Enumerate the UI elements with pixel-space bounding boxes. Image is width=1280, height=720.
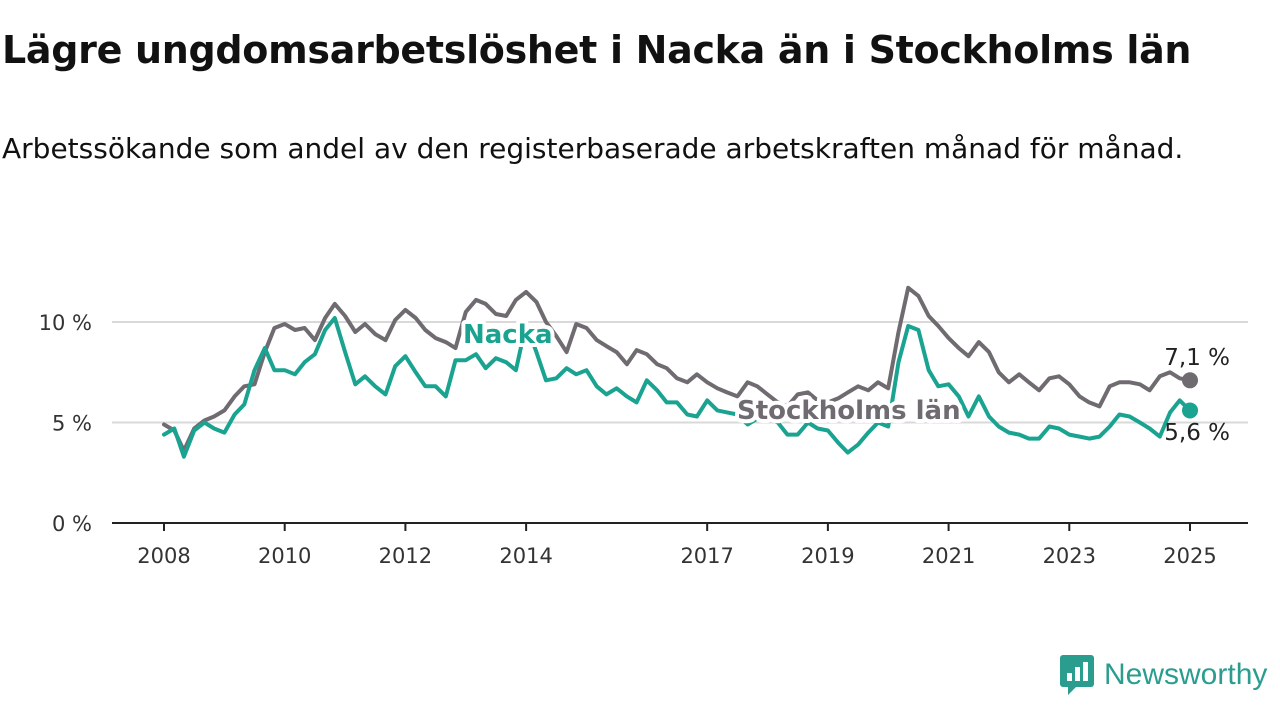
x-tick-label: 2025 — [1163, 544, 1216, 568]
x-tick-label: 2010 — [258, 544, 311, 568]
x-tick-label: 2021 — [922, 544, 975, 568]
series-end-point-stockholms-l-n — [1182, 372, 1198, 389]
y-tick-label: 10 % — [39, 311, 92, 335]
end-label-stockholms-lan: 7,1 % — [1164, 345, 1230, 371]
newsworthy-logo: Newsworthy — [1060, 655, 1267, 695]
series-label-nacka-halo: Nacka — [463, 320, 553, 350]
chart-title: Lägre ungdomsarbetslöshet i Nacka än i S… — [2, 28, 1192, 72]
series-line-nacka — [162, 316, 1192, 459]
x-tick-label: 2019 — [801, 544, 854, 568]
series-label-stockholms-lan: Stockholms län — [737, 396, 961, 426]
newsworthy-logo-icon — [1060, 655, 1094, 695]
x-tick-label: 2008 — [137, 544, 190, 568]
x-tick-label: 2014 — [499, 544, 552, 568]
grid-lines — [112, 321, 1248, 424]
y-tick-label: 0 % — [52, 512, 92, 536]
series-lines — [162, 285, 1198, 459]
x-tick-label: 2017 — [680, 544, 733, 568]
series-label-stockholms-lan-halo: Stockholms län — [737, 396, 961, 426]
series-line-stockholms-l-n — [162, 285, 1192, 453]
brand-name: Newsworthy — [1104, 658, 1268, 691]
series-end-point-nacka — [1182, 402, 1198, 419]
axes: 0 % 5 % 10 % 2008 2010 2012 2014 2017 2019 2021 20… — [39, 311, 1248, 568]
series-label-nacka: Nacka — [463, 320, 553, 350]
y-tick-label: 5 % — [52, 412, 92, 436]
end-label-nacka: 5,6 % — [1164, 420, 1230, 446]
x-tick-label: 2023 — [1043, 544, 1096, 568]
x-tick-label: 2012 — [379, 544, 432, 568]
line-chart: 0 % 5 % 10 % 2008 2010 2012 2014 2017 2019 2021 20… — [39, 285, 1248, 568]
chart-subtitle: Arbetssökande som andel av den registerb… — [2, 132, 1184, 165]
